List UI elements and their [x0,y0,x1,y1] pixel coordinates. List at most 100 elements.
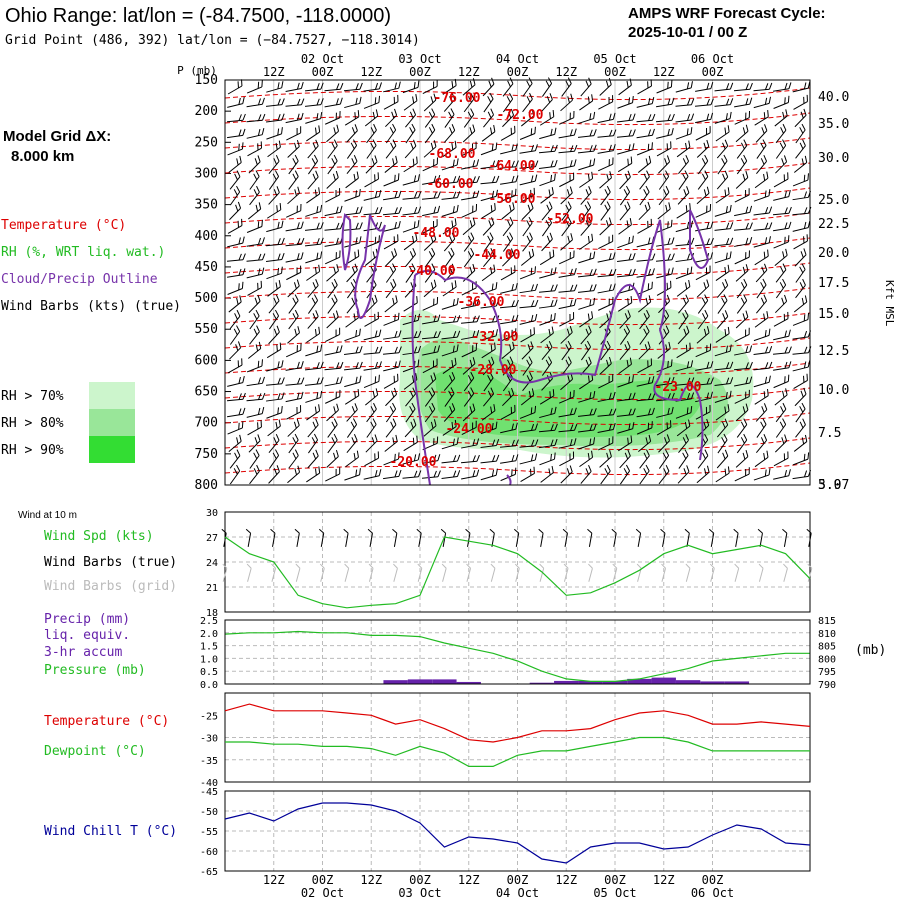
wind-barb [285,377,305,386]
wind-barb-flag [604,204,609,211]
wind-barb-flag [450,387,455,394]
wind-barb [773,329,791,341]
wind-barb-flag [768,236,771,243]
wind-barb-flag [370,142,375,149]
wind-barb [675,405,693,419]
wind-barb [285,221,304,232]
precip-bar [627,678,652,684]
wind-barb [773,172,789,188]
wind-barb [619,341,631,360]
wind-barb [598,157,614,172]
wind-barb [248,294,261,314]
wind-barb-staff [383,179,399,187]
wind-barb [539,389,555,405]
wind-barb-flag [472,403,476,411]
wind-barb-flag [763,391,766,398]
wind-barb [268,465,280,484]
wind-barb-flag [340,361,344,369]
wind-barb-staff [636,119,653,123]
wind-barb-staff [597,258,614,263]
wind-barb-flag [296,82,300,90]
wind-barb [541,356,553,376]
wind-barb-staff [500,181,516,185]
pressure-tick-label: 750 [195,447,218,462]
wind-barb [229,201,242,221]
wind-barb-flag [511,300,515,307]
wind-barb-flag [453,455,457,462]
wind-barb [229,309,241,330]
wind-barb [421,191,441,200]
wind-barb-staff [541,346,553,361]
surface-wind-barb [611,528,617,547]
upper-date-label: 05 Oct [593,52,636,66]
wind-barb-staff [736,160,748,175]
bottom-date-label: 06 Oct [691,886,734,900]
wind-barb [229,464,241,485]
wind-barb-flag [670,80,673,88]
wind-barb-flag [277,407,280,415]
wind-barb-staff [344,242,360,248]
wind-barb-flag [572,451,575,459]
wind-barb-staff [696,471,710,484]
wind-barb-flag [605,80,609,88]
wind-barb [500,175,519,185]
wind-barb-flag [703,328,707,336]
grid-wind-barb-flag [222,563,228,569]
wind-barb [462,124,476,143]
wind-barb-flag [392,123,397,131]
wind-barb-flag [670,359,673,367]
wind-barb [792,173,809,187]
grid-wind-barb [368,563,374,582]
wind-barb-flag [391,111,395,119]
wind-barb-flag [411,375,415,383]
wind-barb-flag [491,217,495,224]
wind-barb-staff [600,346,611,361]
wind-barb-flag [397,173,400,181]
wind-barb-flag [593,408,597,415]
height-tick-label: 40.0 [818,90,849,105]
wind-barb-staff [405,129,416,144]
wind-barb-flag [670,280,672,288]
wind-barb-flag [273,437,277,444]
wind-barb [443,93,456,112]
wind-barb-staff [365,161,378,174]
bottom-time-label: 12Z [360,873,382,887]
wind-barb-flag [431,123,436,131]
wind-barb-flag [238,268,242,276]
wind-barb-flag [417,359,420,367]
wind-barb [307,449,319,469]
wind-barb-staff [500,320,516,325]
wind-barb-flag [433,175,437,183]
wind-barb-flag [643,189,648,196]
wind-barb-flag [456,470,461,477]
wind-barb [285,237,305,247]
wind-barb [775,263,787,283]
wind-barb-flag [297,186,300,194]
wind-barb-flag [651,376,655,383]
isotherm-label: -28.00 [470,363,517,378]
wind-barb-flag [390,282,394,289]
wind-barb-flag [359,375,362,383]
wind-barb [325,250,341,265]
wind-barb-staff [286,132,301,141]
wind-barb-flag [623,189,628,196]
wind-barb [600,464,611,485]
wind-barb-staff [365,300,378,314]
wind-barb-flag [551,326,554,334]
wind-barb-flag [433,140,437,147]
wind-barb-flag [515,143,518,151]
wind-barb-flag [312,452,317,460]
wind-barb [443,232,456,252]
wind-barb-staff [463,253,475,268]
wind-barb-flag [688,140,691,148]
wind-barb-staff [792,179,809,187]
wind-barb-flag [706,139,710,147]
wind-barb-flag [554,159,558,167]
wind-barb-flag [297,238,301,245]
grid-wind-barb-flag [441,563,447,569]
pressure-ytick-label: 795 [818,667,836,678]
cloud-outline [341,212,386,319]
wind-barb [696,186,710,205]
wind-barb-staff [268,161,280,174]
wind-barb-flag [701,173,706,181]
